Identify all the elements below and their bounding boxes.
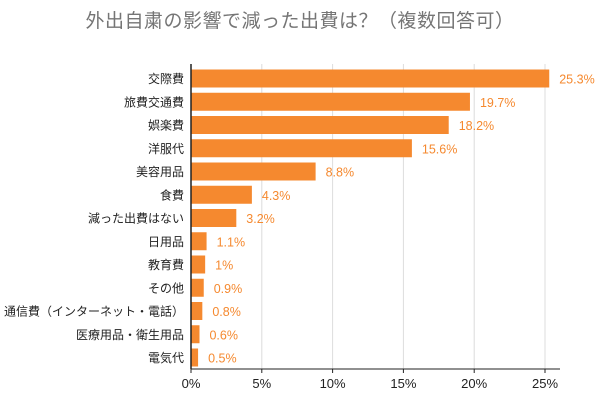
x-tick-label: 15%: [390, 376, 416, 391]
value-label: 1%: [215, 259, 233, 273]
bar: [191, 232, 207, 251]
bar: [191, 69, 550, 88]
category-label: 食費: [160, 187, 184, 202]
value-label: 0.9%: [214, 282, 243, 296]
bar: [191, 325, 200, 344]
axes: [190, 64, 560, 373]
bar: [191, 162, 316, 181]
category-label: 日用品: [148, 235, 184, 249]
bar: [191, 278, 204, 297]
value-label: 25.3%: [559, 73, 594, 87]
bar: [191, 348, 199, 367]
category-label: 洋服代: [148, 141, 184, 156]
category-label: 電気代: [148, 350, 184, 365]
value-label: 0.6%: [209, 328, 238, 342]
bar: [191, 185, 252, 204]
category-label: その他: [148, 281, 184, 295]
bar: [191, 209, 237, 227]
category-label: 医療用品・衛生用品: [76, 328, 184, 342]
category-label: 旅費交通費: [124, 94, 184, 109]
category-label: 通信費（インターネット・電話）: [4, 304, 184, 319]
x-tick-label: 5%: [252, 376, 271, 391]
labels: 0% 5% 10% 15% 20% 25% 交際費 25.3% 旅費交通費 19.7% 娯楽費 18.…: [4, 71, 595, 391]
x-tick-label: 0%: [182, 376, 201, 391]
value-label: 0.5%: [208, 352, 237, 366]
value-label: 8.8%: [326, 166, 355, 180]
value-label: 15.6%: [422, 142, 457, 156]
category-label: 娯楽費: [148, 118, 184, 133]
bar: [191, 139, 412, 158]
bar: [191, 116, 449, 134]
chart-title: 外出自粛の影響で減った出費は？（複数回答可）: [85, 10, 515, 32]
value-label: 3.2%: [246, 212, 275, 226]
value-label: 1.1%: [217, 235, 246, 249]
category-label: 交際費: [148, 71, 184, 86]
bar: [191, 255, 206, 274]
x-tick-label: 25%: [532, 376, 558, 391]
category-label: 美容用品: [136, 164, 184, 179]
bar: [191, 92, 470, 111]
gridlines: [261, 64, 546, 369]
value-label: 19.7%: [480, 96, 515, 110]
x-tick-label: 20%: [461, 376, 487, 391]
x-tick-label: 10%: [320, 376, 346, 391]
bar: [191, 302, 203, 320]
value-label: 0.8%: [212, 305, 241, 319]
value-label: 4.3%: [262, 189, 291, 203]
value-label: 18.2%: [459, 119, 494, 133]
category-label: 減った出費はない: [88, 211, 184, 226]
bars: [191, 69, 550, 367]
category-label: 教育費: [148, 257, 184, 272]
